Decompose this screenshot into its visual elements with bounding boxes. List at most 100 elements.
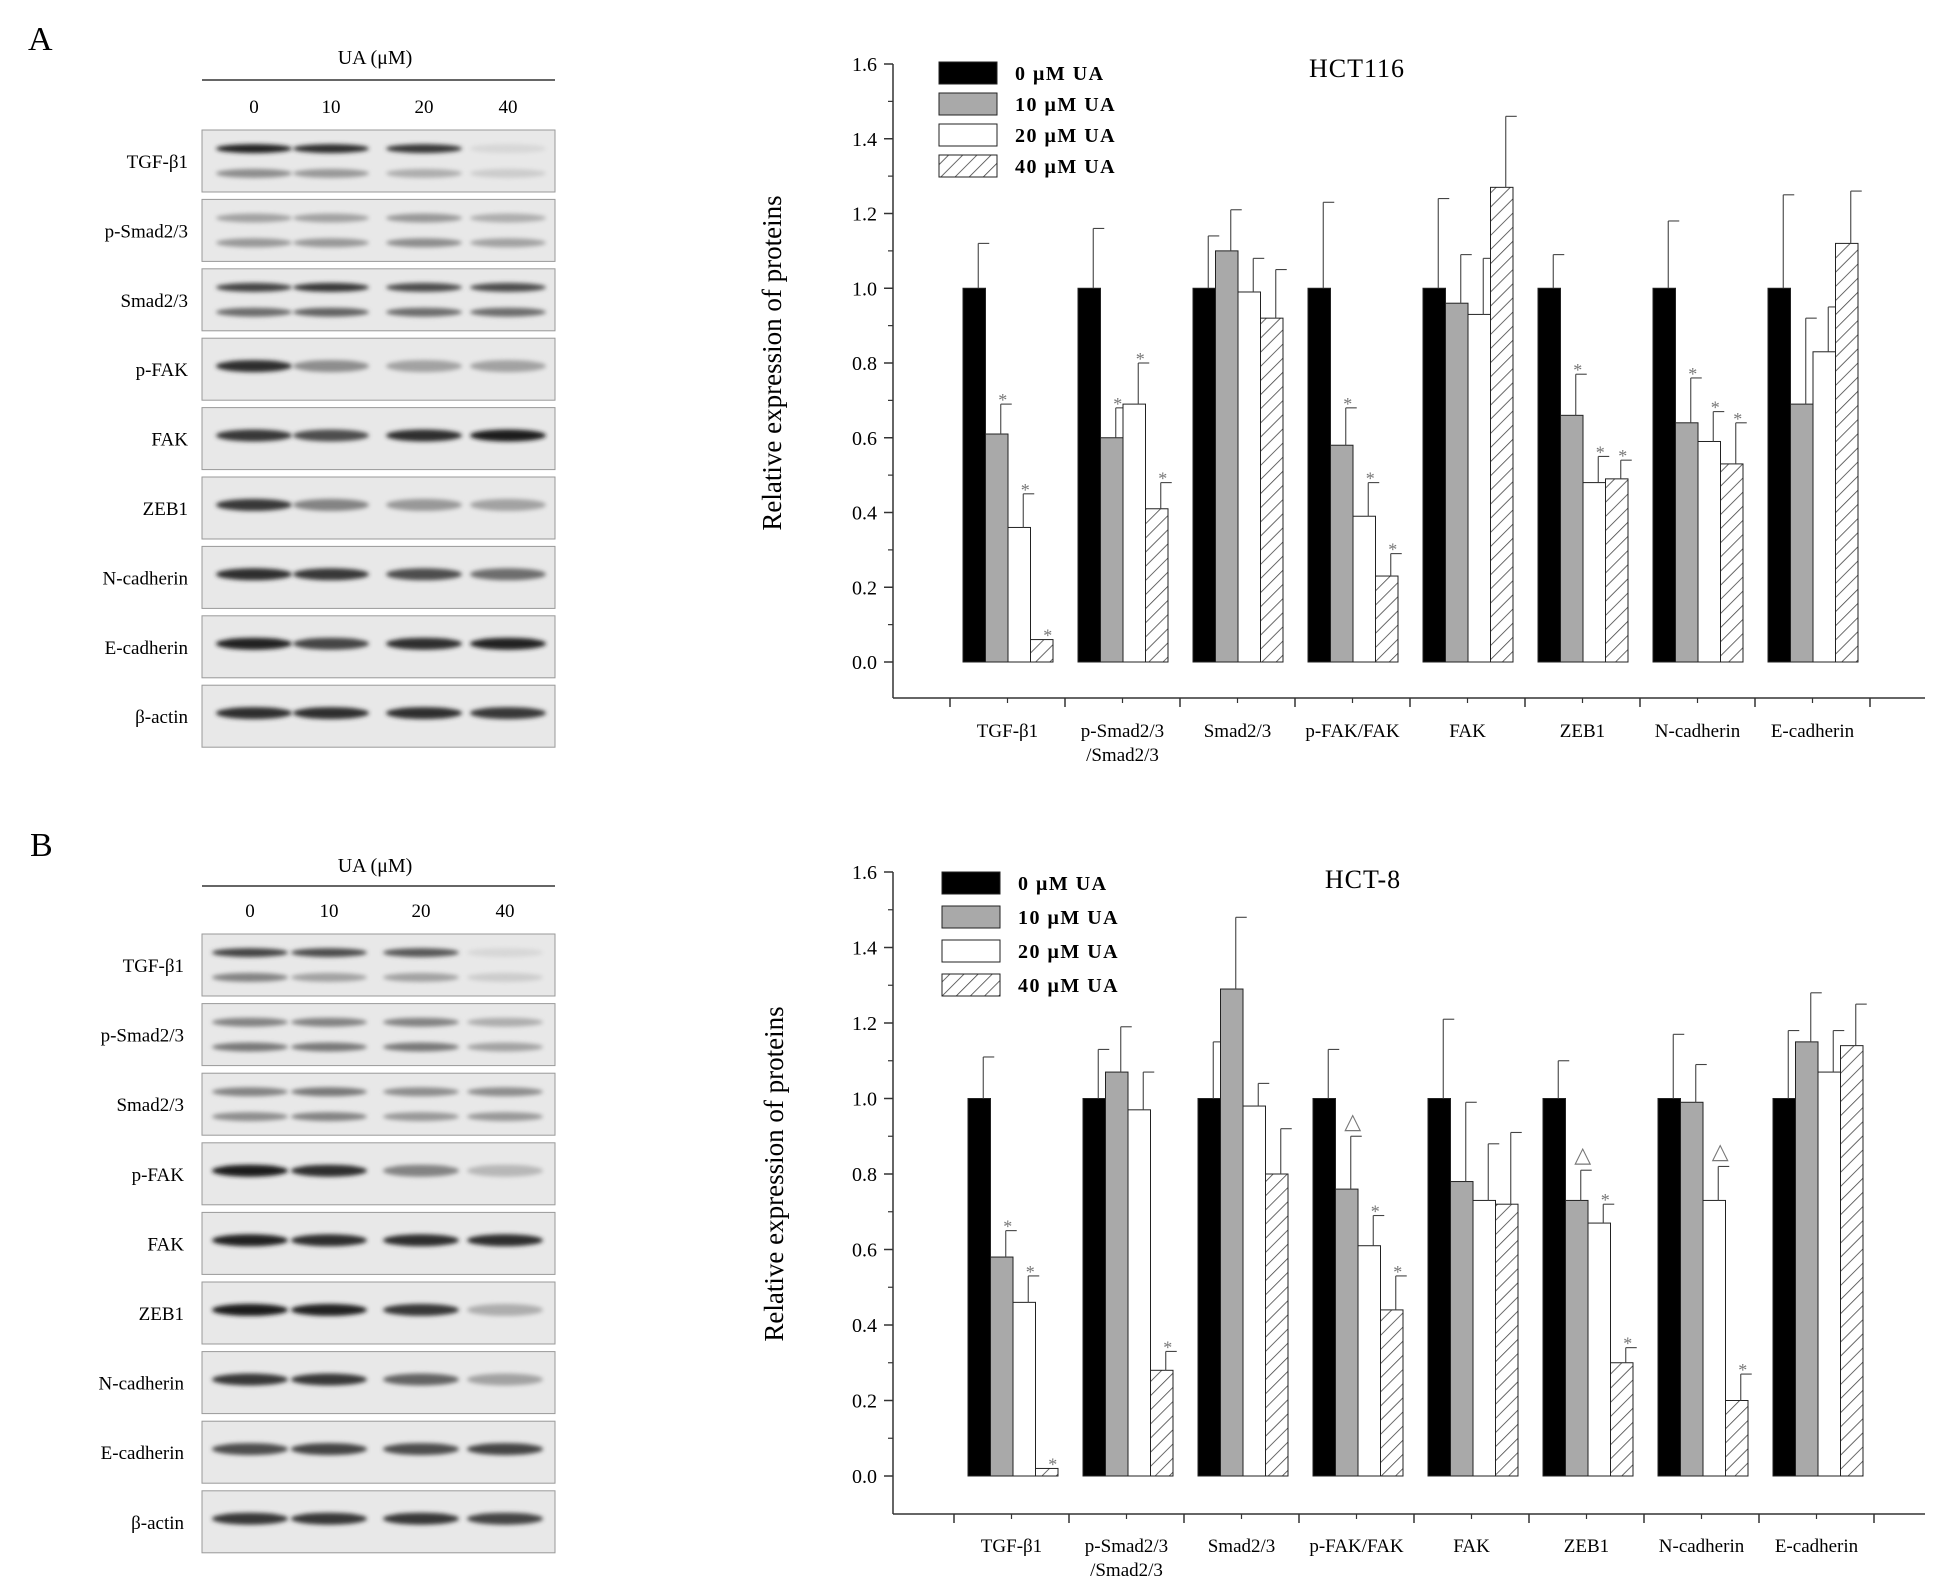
blot-row-label: p-Smad2/3 <box>101 1026 184 1047</box>
blot-band <box>216 144 292 154</box>
significance-asterisk: * <box>1026 1262 1035 1282</box>
legend-swatch <box>941 871 1001 895</box>
significance-asterisk: * <box>1733 409 1742 429</box>
bar-white-series <box>1352 515 1376 663</box>
bar-hatch-series <box>1035 1467 1059 1477</box>
y-tick-label: 0.8 <box>852 353 877 375</box>
bar-white-series <box>1817 1071 1841 1477</box>
bar-gray-series <box>1100 437 1124 663</box>
y-tick-label: 0.6 <box>852 428 877 450</box>
blot-row-label: FAK <box>151 430 188 451</box>
y-tick-label: 1.6 <box>852 862 877 884</box>
bar-hatch-series <box>1265 1173 1289 1477</box>
bar-gray-series <box>1790 403 1814 663</box>
blot-band <box>216 498 292 511</box>
bar-white-series <box>1237 291 1261 663</box>
blot-band <box>383 948 459 958</box>
significance-asterisk: * <box>1048 1454 1057 1474</box>
x-category-label: FAK <box>1449 721 1486 742</box>
bar-hatch-series <box>1840 1045 1864 1477</box>
y-tick-label: 0.2 <box>852 1391 877 1413</box>
blot-band <box>383 1112 459 1122</box>
bar-black-series <box>1307 287 1331 663</box>
blot-band <box>212 1443 288 1456</box>
blot-band <box>467 1042 543 1052</box>
blot-row-label: E-cadherin <box>105 638 189 659</box>
significance-triangle: △ <box>1712 1138 1729 1163</box>
blot-band <box>470 360 546 373</box>
bar-white-series <box>1467 313 1491 663</box>
blot-lane-label: 20 <box>412 901 431 922</box>
legend-entry: 20 μM UA <box>1015 125 1116 147</box>
bar-black-series <box>1312 1098 1336 1477</box>
blot-band <box>291 1017 367 1027</box>
panel-letter-a: A <box>28 21 53 58</box>
bar-gray-series <box>1795 1041 1819 1477</box>
bar-white-series <box>1812 351 1836 663</box>
blot-band <box>212 948 288 958</box>
blot-band <box>467 1017 543 1027</box>
significance-asterisk: * <box>1113 394 1122 414</box>
x-category-label: N-cadherin <box>1659 1536 1745 1557</box>
x-category-label: p-Smad2/3/Smad2/3 <box>1085 1536 1168 1579</box>
blot-lane-label: 40 <box>496 901 515 922</box>
bar-white-series <box>1697 440 1721 663</box>
x-category-label: p-FAK/FAK <box>1309 1536 1404 1557</box>
blot-row-label: FAK <box>147 1234 184 1255</box>
y-tick-label: 1.2 <box>852 204 877 226</box>
bar-hatch-series <box>1030 639 1054 663</box>
blot-band <box>467 972 543 982</box>
significance-asterisk: * <box>1601 1190 1610 1210</box>
blot-band <box>386 568 462 581</box>
blot-band <box>470 213 546 223</box>
bar-gray-series <box>1560 414 1584 663</box>
significance-asterisk: * <box>1366 469 1375 489</box>
legend-swatch <box>938 61 998 85</box>
blot-band <box>216 213 292 223</box>
blot-band <box>470 307 546 317</box>
blot-band <box>293 282 369 292</box>
bar-gray-series <box>1105 1071 1129 1477</box>
bar-black-series <box>1197 1098 1221 1477</box>
bar-black-series <box>1427 1098 1451 1477</box>
blot-band <box>216 360 292 373</box>
blot-band <box>212 1042 288 1052</box>
western-blot-panel-b: UA (μM) 0 10 20 40 TGF-β1 p-Smad2/3 Smad2/3 p-FA… <box>99 855 556 1554</box>
blot-band <box>216 707 292 720</box>
significance-asterisk: * <box>1596 442 1605 462</box>
significance-asterisk: * <box>1688 364 1697 384</box>
bar-black-series <box>967 1098 991 1477</box>
significance-asterisk: * <box>1136 349 1145 369</box>
x-category-label: Smad2/3 <box>1204 721 1272 742</box>
blot-band <box>291 1087 367 1097</box>
blot-band <box>470 498 546 511</box>
legend-swatch <box>941 905 1001 929</box>
bar-hatch-series <box>1495 1203 1519 1477</box>
blot-strip <box>201 268 556 332</box>
bar-black-series <box>1772 1098 1796 1477</box>
y-tick-label: 0.8 <box>852 1164 877 1186</box>
legend-swatch <box>941 973 1001 997</box>
y-tick-label: 0.4 <box>852 1315 877 1337</box>
blot-band <box>467 1512 543 1525</box>
blot-band <box>386 429 462 442</box>
blot-band <box>470 168 546 178</box>
bar-white-series <box>1702 1199 1726 1477</box>
blot-band <box>467 1234 543 1247</box>
blot-band <box>216 429 292 442</box>
blot-band <box>293 168 369 178</box>
bar-hatch-series <box>1380 1309 1404 1477</box>
x-category-label: TGF-β1 <box>981 1536 1042 1557</box>
bar-gray-series <box>1565 1199 1589 1477</box>
bar-hatch-series <box>1260 317 1284 663</box>
blot-lane-label: 40 <box>499 97 518 118</box>
blot-band <box>467 1164 543 1177</box>
blot-band <box>293 213 369 223</box>
blot-row-label: N-cadherin <box>99 1374 185 1395</box>
blot-band <box>386 282 462 292</box>
blot-band <box>291 972 367 982</box>
blot-band <box>383 1087 459 1097</box>
x-category-label: TGF-β1 <box>977 721 1038 742</box>
blot-strip <box>201 1072 556 1136</box>
